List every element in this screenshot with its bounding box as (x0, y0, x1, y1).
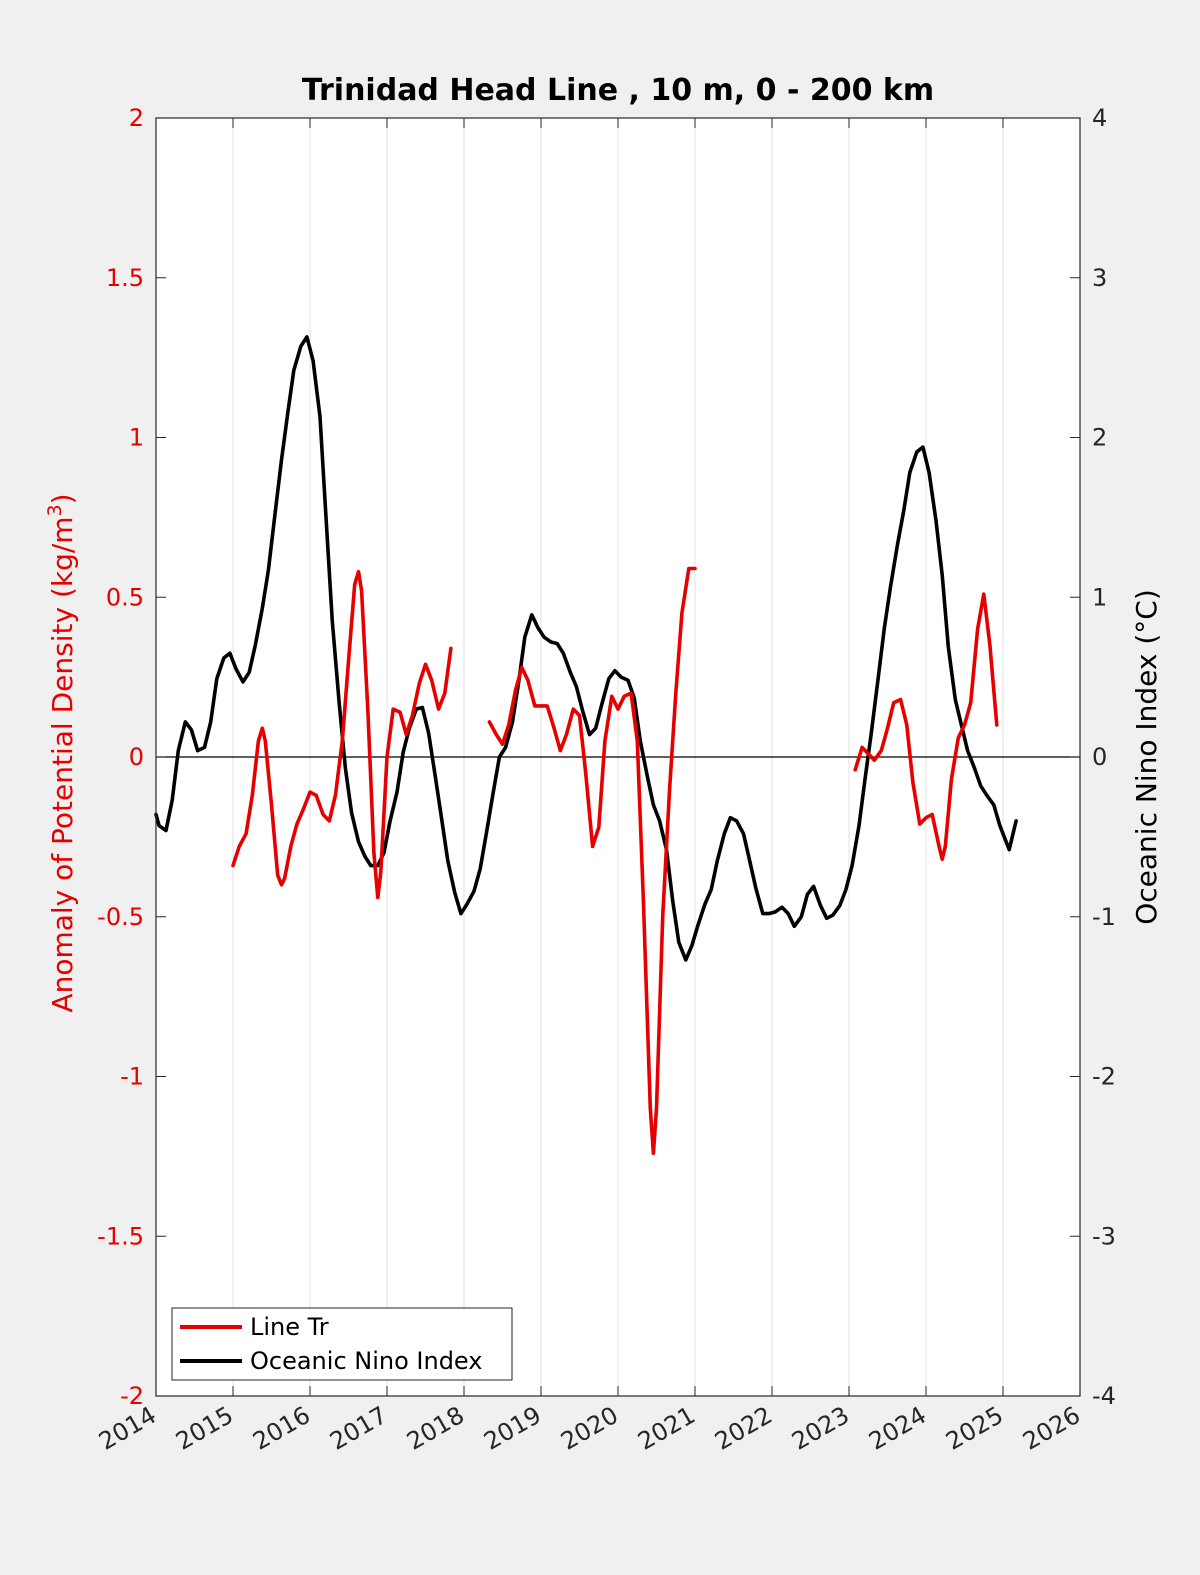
right-tick-label: -4 (1092, 1382, 1116, 1410)
right-tick-label: 4 (1092, 104, 1107, 132)
left-tick-label: 1.5 (106, 264, 144, 292)
left-tick-label: -1 (120, 1063, 144, 1091)
right-tick-label: 1 (1092, 583, 1107, 611)
left-axis-ticks: 2 1.5 1 0.5 0 -0.5 -1 -1.5 -2 (97, 104, 166, 1410)
right-tick-label: 3 (1092, 264, 1107, 292)
left-tick-label: 0 (129, 743, 144, 771)
right-axis-label: Oceanic Nino Index (°C) (1130, 589, 1163, 925)
right-tick-label: -1 (1092, 903, 1116, 931)
left-axis-label-main: Anomaly of Potential Density (kg/m (46, 516, 79, 1012)
series-layer (154, 335, 1018, 1155)
right-axis-ticks: 4 3 2 1 0 -1 -2 -3 -4 (1070, 104, 1116, 1410)
series-line-oceanic-nino-index (154, 335, 1018, 962)
legend: Line Tr Oceanic Nino Index (171, 1307, 513, 1381)
left-tick-label: -0.5 (97, 903, 144, 931)
left-tick-label: 0.5 (106, 583, 144, 611)
legend-box (171, 1307, 513, 1381)
left-tick-label: 1 (129, 424, 144, 452)
legend-label-line-tr: Line Tr (250, 1313, 329, 1341)
left-tick-label: -1.5 (97, 1222, 144, 1250)
left-tick-label: -2 (120, 1382, 144, 1410)
right-tick-label: -3 (1092, 1222, 1116, 1250)
chart-title: Trinidad Head Line , 10 m, 0 - 200 km (302, 73, 934, 108)
legend-label-oceanic-nino-index: Oceanic Nino Index (250, 1347, 482, 1375)
left-axis-label-superscript: 3 (44, 504, 66, 516)
left-axis-label: Anomaly of Potential Density (kg/m3) (44, 493, 79, 1012)
left-axis-label-end: ) (46, 493, 79, 504)
right-tick-label: 0 (1092, 743, 1107, 771)
right-tick-label: -2 (1092, 1063, 1116, 1091)
series-line-line-tr (853, 592, 999, 861)
right-tick-label: 2 (1092, 424, 1107, 452)
series-line-line-tr (487, 566, 697, 1155)
left-tick-label: 2 (129, 104, 144, 132)
series-line-line-tr (231, 569, 453, 900)
